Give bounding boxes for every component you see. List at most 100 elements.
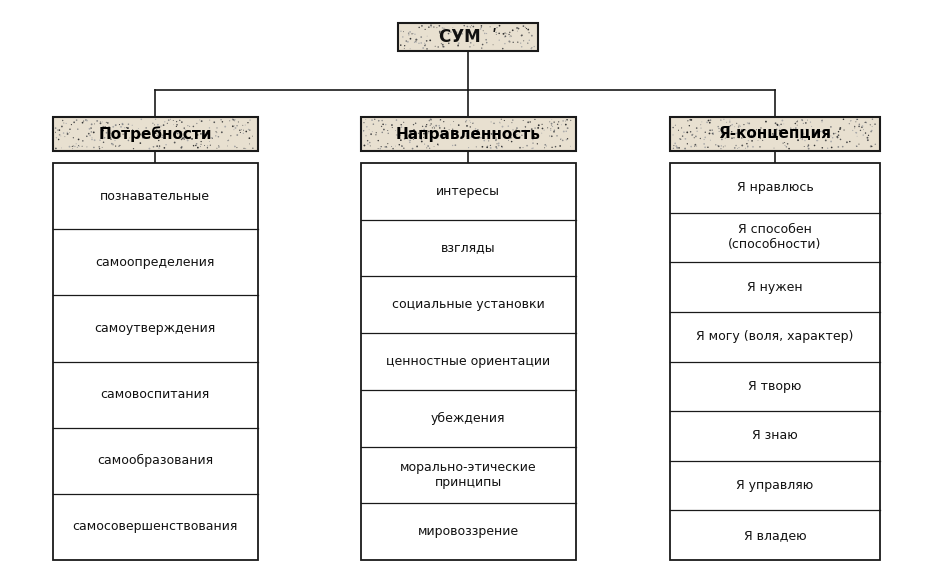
Point <box>57 132 72 142</box>
Point <box>417 139 432 149</box>
Point <box>178 125 193 134</box>
Point <box>522 117 537 126</box>
Point <box>682 115 697 125</box>
Point <box>852 120 867 129</box>
Point <box>170 129 185 138</box>
Point <box>431 21 446 30</box>
Point <box>858 128 873 137</box>
Text: Я управляю: Я управляю <box>737 479 813 492</box>
Point <box>519 129 534 138</box>
Point <box>507 130 522 140</box>
Text: Я-концепция: Я-концепция <box>719 126 831 142</box>
Point <box>421 127 436 136</box>
Point <box>698 128 713 137</box>
Point <box>81 129 96 138</box>
Point <box>801 140 816 150</box>
Point <box>775 116 790 125</box>
Point <box>402 27 417 37</box>
Point <box>450 41 465 50</box>
Point <box>505 137 519 146</box>
Point <box>59 119 74 128</box>
Point <box>798 118 813 128</box>
Point <box>142 144 157 153</box>
Point <box>863 142 878 151</box>
Point <box>545 132 560 141</box>
Point <box>703 136 718 145</box>
Point <box>516 36 531 46</box>
Point <box>549 131 564 140</box>
Point <box>402 29 417 38</box>
Point <box>367 115 382 124</box>
Point <box>233 128 248 137</box>
Point <box>826 133 841 142</box>
Point <box>417 25 432 34</box>
Text: самовоспитания: самовоспитания <box>100 388 210 401</box>
Point <box>783 123 798 133</box>
Point <box>427 142 442 151</box>
Point <box>824 122 839 132</box>
Point <box>508 125 523 135</box>
Point <box>438 130 453 140</box>
Point <box>463 38 478 47</box>
Point <box>443 120 458 129</box>
Point <box>518 126 533 135</box>
Point <box>468 124 483 133</box>
Text: ценностные ориентации: ценностные ориентации <box>386 355 550 368</box>
Point <box>777 138 792 147</box>
Text: Я творю: Я творю <box>748 380 802 393</box>
Point <box>409 142 424 152</box>
Point <box>680 128 695 137</box>
Point <box>227 142 242 151</box>
Point <box>544 119 559 128</box>
Point <box>494 142 509 151</box>
Point <box>513 143 528 152</box>
Point <box>497 116 512 125</box>
Point <box>95 126 110 135</box>
Point <box>441 29 456 38</box>
Point <box>189 119 204 128</box>
Point <box>855 122 870 132</box>
Point <box>424 115 439 125</box>
Point <box>67 142 82 151</box>
Point <box>462 27 477 37</box>
Point <box>229 143 244 152</box>
Point <box>109 142 124 151</box>
Point <box>373 142 388 152</box>
Point <box>807 141 822 150</box>
Point <box>865 122 880 131</box>
Point <box>515 30 530 40</box>
Point <box>505 115 520 125</box>
Point <box>688 140 703 149</box>
Point <box>811 127 826 136</box>
Point <box>796 119 811 128</box>
Point <box>84 135 99 144</box>
Point <box>442 125 457 135</box>
Point <box>241 125 256 134</box>
Point <box>734 125 749 135</box>
Point <box>685 129 700 139</box>
Point <box>484 117 499 126</box>
Point <box>93 136 108 145</box>
Point <box>62 142 77 152</box>
Point <box>474 21 489 30</box>
Text: самообразования: самообразования <box>97 454 213 467</box>
Point <box>124 121 139 130</box>
Point <box>236 129 251 138</box>
Point <box>423 115 438 124</box>
Text: интересы: интересы <box>436 185 500 198</box>
Point <box>412 39 427 48</box>
Point <box>744 136 759 146</box>
Point <box>446 141 461 150</box>
Point <box>438 25 453 35</box>
Point <box>356 127 371 136</box>
Point <box>65 142 80 151</box>
Point <box>821 130 836 139</box>
Point <box>864 126 879 135</box>
Point <box>753 125 768 135</box>
Point <box>75 136 90 146</box>
Point <box>505 118 519 128</box>
Point <box>95 134 110 143</box>
Point <box>150 142 165 151</box>
Point <box>95 117 110 126</box>
Point <box>724 127 739 136</box>
